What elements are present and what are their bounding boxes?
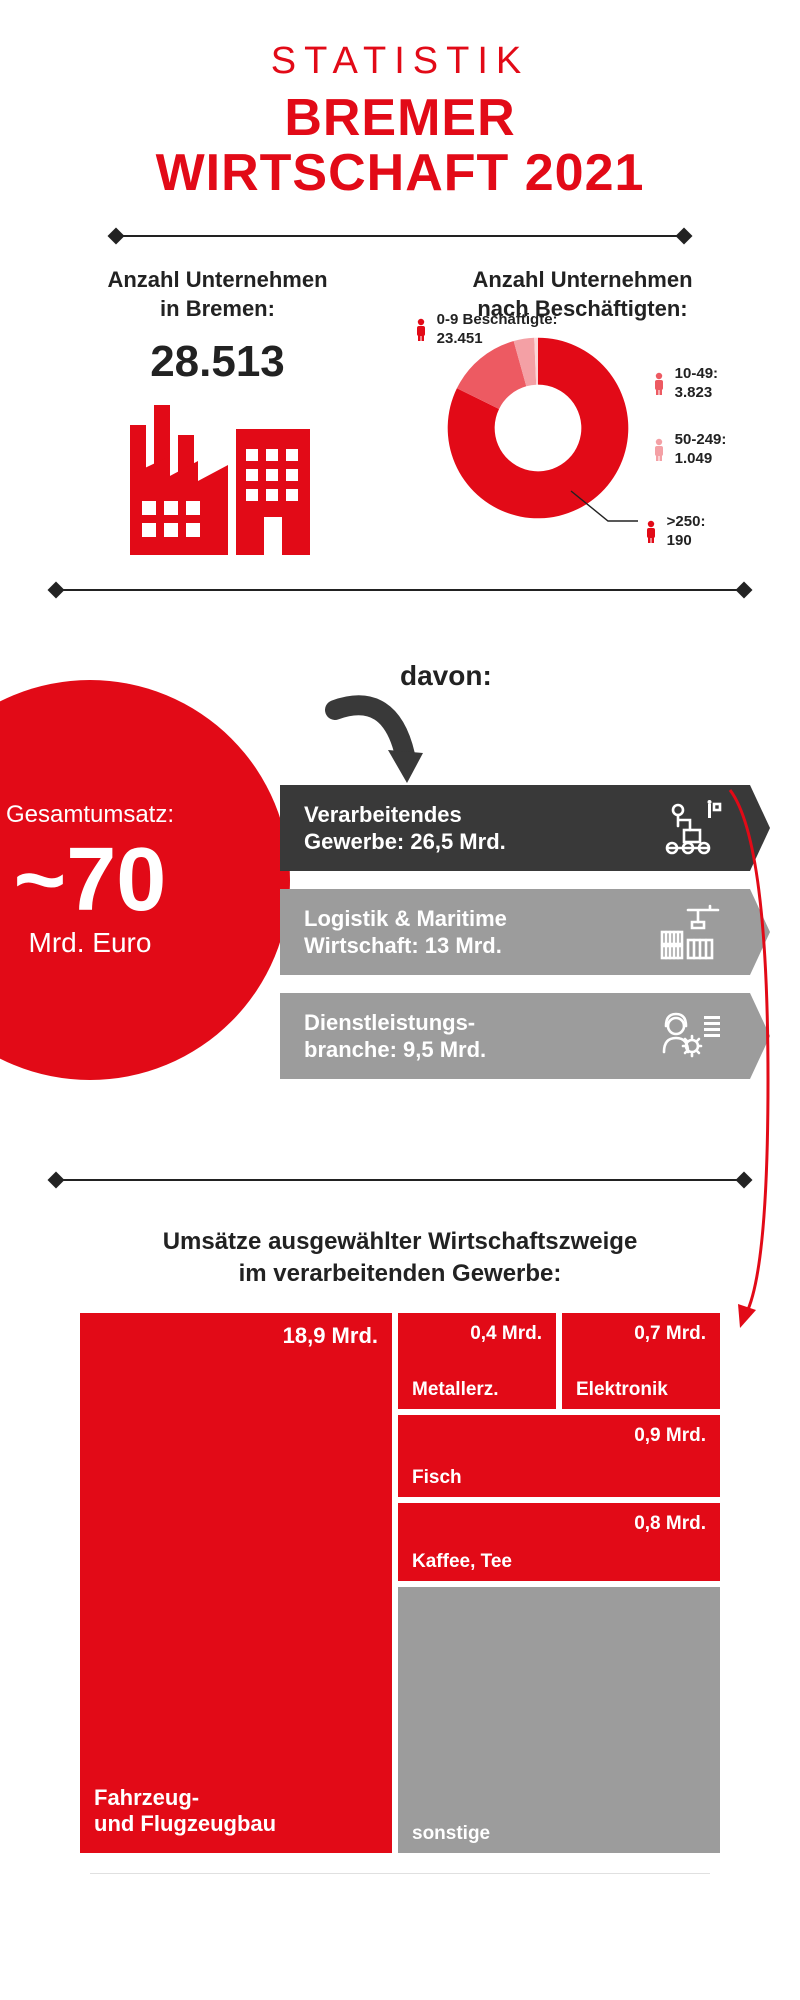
treemap-cell: 0,7 Mrd. Elektronik [562, 1313, 720, 1409]
revenue-value: ~70 [14, 835, 167, 925]
services-icon [658, 1008, 722, 1064]
logistics-icon [658, 904, 722, 960]
title-line1: BREMER [284, 89, 515, 147]
banner-services: Dienstleistungs- branche: 9,5 Mrd. [280, 993, 750, 1079]
treemap-cell-label: Kaffee, Tee [412, 1551, 706, 1573]
treemap-left-label-l1: Fahrzeug- [94, 1785, 199, 1810]
banner-logistics: Logistik & Maritime Wirtschaft: 13 Mrd. [280, 889, 750, 975]
factory-icon [118, 405, 318, 555]
banner-1-l1: Logistik & Maritime [304, 906, 507, 931]
donut-legend-1-l2: 3.823 [675, 384, 713, 401]
curved-arrow-icon [295, 675, 435, 795]
donut-legend-1: 10-49: 3.823 [651, 365, 719, 403]
revenue-unit: Mrd. Euro [29, 927, 152, 959]
treemap-title-l2: im verarbeitenden Gewerbe: [239, 1260, 562, 1287]
treemap-cell-label: Elektronik [576, 1379, 706, 1401]
treemap-row: sonstige [398, 1587, 720, 1853]
companies-total-panel: Anzahl Unternehmen in Bremen: 28.513 [50, 266, 385, 560]
supertitle: STATISTIK [50, 40, 750, 83]
title-line2: WIRTSCHAFT 2021 [156, 144, 645, 202]
donut-legend-2-l1: 50-249: [675, 431, 727, 448]
header: STATISTIK BREMER WIRTSCHAFT 2021 [50, 40, 750, 200]
manufacturing-icon [658, 800, 722, 856]
treemap-cell: 0,8 Mrd. Kaffee, Tee [398, 1503, 720, 1581]
treemap-row: 0,9 Mrd. Fisch [398, 1415, 720, 1497]
treemap-cell: 0,9 Mrd. Fisch [398, 1415, 720, 1497]
donut-chart: 0-9 Beschäftigte: 23.451 10-49: 3.823 50… [433, 323, 733, 533]
revenue-label: Gesamtumsatz: [6, 801, 174, 829]
section-revenue: Gesamtumsatz: ~70 Mrd. Euro davon: Verar… [50, 620, 750, 1150]
treemap-row: 0,8 Mrd. Kaffee, Tee [398, 1503, 720, 1581]
treemap-cell: sonstige [398, 1587, 720, 1853]
treemap-cell-label: sonstige [412, 1823, 706, 1845]
treemap-left-value: 18,9 Mrd. [94, 1323, 378, 1349]
divider-2 [50, 584, 750, 596]
treemap-cell-label: Fisch [412, 1467, 706, 1489]
treemap-cell-label: Metallerz. [412, 1379, 542, 1401]
donut-legend-0: 0-9 Beschäftigte: 23.451 [413, 311, 558, 349]
treemap-cell-fahrzeugbau: 18,9 Mrd. Fahrzeug- und Flugzeugbau [80, 1313, 392, 1853]
donut-legend-3-l1: >250: [667, 513, 706, 530]
employees-label-l1: Anzahl Unternehmen [472, 267, 692, 292]
section-treemap: Umsätze ausgewählter Wirtschaftszweige i… [50, 1226, 750, 1852]
section-companies: Anzahl Unternehmen in Bremen: 28.513 [50, 266, 750, 560]
banner-1-l2: Wirtschaft: 13 Mrd. [304, 933, 502, 958]
banner-0-l1: Verarbeitendes [304, 802, 462, 827]
donut-legend-3: >250: 190 [643, 513, 706, 551]
donut-legend-3-l2: 190 [667, 532, 692, 549]
treemap-left-label-l2: und Flugzeugbau [94, 1811, 276, 1836]
donut-legend-0-l2: 23.451 [437, 330, 483, 347]
total-revenue-circle: Gesamtumsatz: ~70 Mrd. Euro [0, 680, 290, 1080]
treemap-cell-value: 0,9 Mrd. [412, 1425, 706, 1447]
person-icon [643, 520, 659, 544]
treemap-row: 0,4 Mrd. Metallerz. 0,7 Mrd. Elektronik [398, 1313, 720, 1409]
companies-label-l2: in Bremen: [160, 296, 275, 321]
footer-rule [90, 1873, 710, 1874]
divider-3 [50, 1174, 750, 1186]
donut-legend-1-l1: 10-49: [675, 365, 718, 382]
person-icon [651, 438, 667, 462]
banner-manufacturing: Verarbeitendes Gewerbe: 26,5 Mrd. [280, 785, 750, 871]
banner-2-l2: branche: 9,5 Mrd. [304, 1037, 486, 1062]
companies-by-employees-panel: Anzahl Unternehmen nach Beschäftigten: 0… [415, 266, 750, 560]
companies-label-l1: Anzahl Unternehmen [107, 267, 327, 292]
banner-2-l1: Dienstleistungs- [304, 1010, 475, 1035]
treemap-title-l1: Umsätze ausgewählter Wirtschaftszweige [163, 1228, 638, 1255]
divider-1 [110, 230, 690, 242]
companies-total-value: 28.513 [50, 337, 385, 387]
treemap-cell-value: 0,7 Mrd. [576, 1323, 706, 1345]
donut-legend-0-l1: 0-9 Beschäftigte: [437, 311, 558, 328]
treemap-cell: 0,4 Mrd. Metallerz. [398, 1313, 556, 1409]
revenue-banners: Verarbeitendes Gewerbe: 26,5 Mrd. [280, 785, 750, 1097]
treemap-cell-value: 0,8 Mrd. [412, 1513, 706, 1535]
person-icon [651, 372, 667, 396]
treemap-chart: 18,9 Mrd. Fahrzeug- und Flugzeugbau 0,4 … [80, 1313, 720, 1853]
donut-legend-2-l2: 1.049 [675, 450, 713, 467]
main-title: BREMER WIRTSCHAFT 2021 [50, 91, 750, 200]
banner-0-l2: Gewerbe: 26,5 Mrd. [304, 829, 506, 854]
person-icon [413, 318, 429, 342]
treemap-cell-value: 0,4 Mrd. [412, 1323, 542, 1345]
donut-legend-2: 50-249: 1.049 [651, 431, 727, 469]
